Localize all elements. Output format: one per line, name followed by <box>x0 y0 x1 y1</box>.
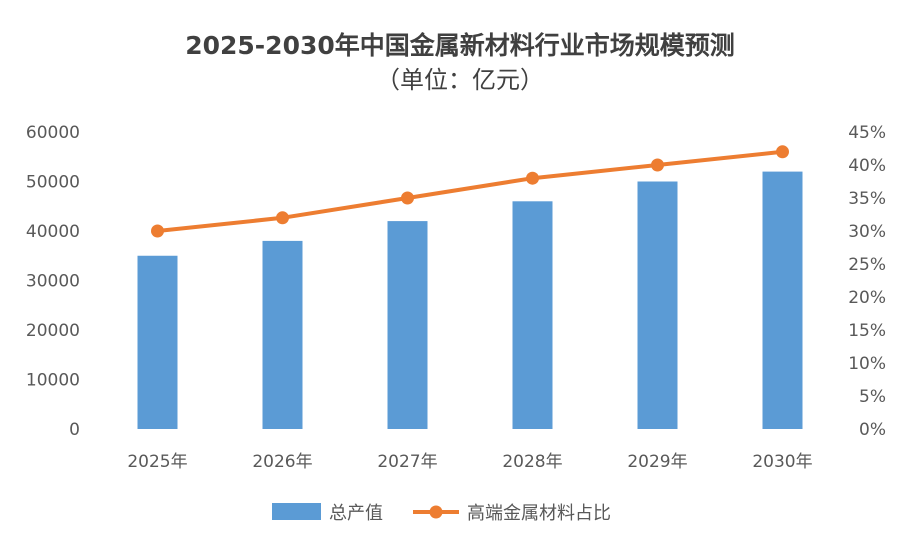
bar-1 <box>262 240 303 429</box>
bar-5 <box>762 171 803 429</box>
right-axis-tick: 20% <box>848 288 886 308</box>
bar-4 <box>637 181 678 429</box>
x-axis-label: 2025年 <box>127 452 187 472</box>
line-point-5 <box>776 145 789 159</box>
x-axis-label: 2029年 <box>627 452 687 472</box>
right-axis-tick: 25% <box>848 255 886 275</box>
right-axis-tick: 40% <box>848 156 886 176</box>
x-axis-label: 2027年 <box>377 452 437 472</box>
line-point-0 <box>151 224 164 238</box>
right-axis-tick: 0% <box>859 420 886 440</box>
chart-subtitle: （单位：亿元） <box>376 66 544 94</box>
right-axis-tick: 30% <box>848 222 886 242</box>
legend-swatch-marker <box>429 505 443 519</box>
bar-2 <box>387 221 428 429</box>
left-axis-tick: 50000 <box>26 173 80 193</box>
line-point-4 <box>651 158 664 172</box>
left-axis-tick: 30000 <box>26 272 80 292</box>
right-axis-tick: 5% <box>859 387 886 407</box>
right-axis-tick: 45% <box>848 123 886 143</box>
left-axis-tick: 10000 <box>26 371 80 391</box>
legend-swatch-bar <box>272 503 321 520</box>
line-point-3 <box>526 171 539 185</box>
bar-3 <box>512 201 553 429</box>
line-point-1 <box>276 211 289 225</box>
legend-label-bar: 总产值 <box>329 503 383 524</box>
line-point-2 <box>401 191 414 205</box>
left-axis-tick: 40000 <box>26 222 80 242</box>
line-series-share <box>155 149 785 233</box>
x-axis-label: 2030年 <box>752 452 812 472</box>
left-axis-tick: 0 <box>69 420 80 440</box>
left-axis-tick: 20000 <box>26 321 80 341</box>
right-axis-tick: 35% <box>848 189 886 209</box>
left-axis-tick: 60000 <box>26 123 80 143</box>
x-axis-label: 2026年 <box>252 452 312 472</box>
x-axis-label: 2028年 <box>502 452 562 472</box>
legend-label-line: 高端金属材料占比 <box>467 503 611 524</box>
chart-title: 2025-2030年中国金属新材料行业市场规模预测 <box>185 31 735 60</box>
right-axis-tick: 10% <box>848 354 886 374</box>
bar-0 <box>137 255 178 429</box>
right-axis-tick: 15% <box>848 321 886 341</box>
